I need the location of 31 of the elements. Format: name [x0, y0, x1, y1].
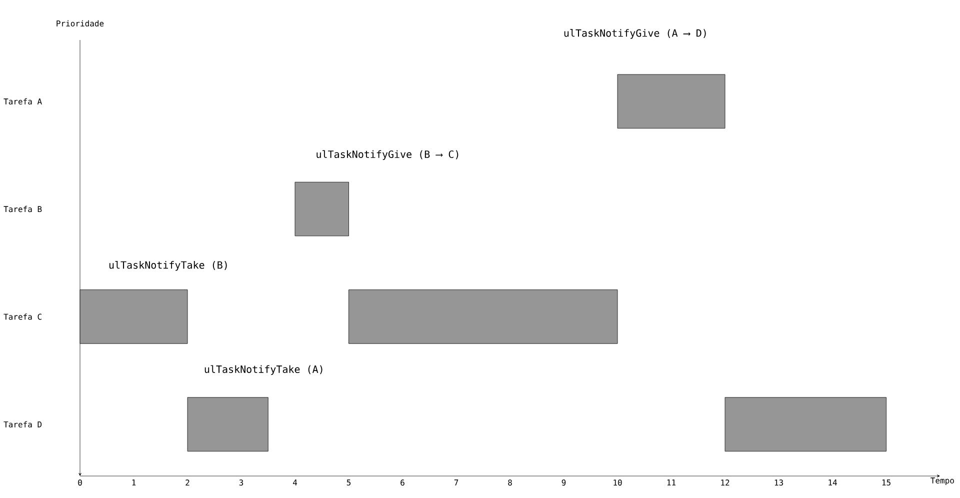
x-axis-title: Tempo — [930, 478, 954, 486]
x-tick-label: 8 — [508, 480, 512, 486]
bar — [294, 182, 349, 236]
y-axis-title: Prioridade — [56, 20, 104, 26]
x-tick-label: 14 — [828, 480, 837, 486]
x-tick-label: 13 — [774, 480, 783, 486]
x-tick-label: 9 — [562, 480, 566, 486]
bar — [348, 290, 618, 344]
annotation: ulTaskNotifyTake (B) — [109, 260, 227, 271]
bar — [724, 397, 886, 452]
x-tick-label: 3 — [239, 480, 244, 486]
x-tick-label: 2 — [186, 480, 190, 486]
y-tick-label: Tarefa A — [4, 98, 42, 104]
annotation: ulTaskNotifyTake (A) — [204, 365, 322, 375]
x-tick-label: 11 — [667, 480, 676, 486]
y-tick-label: Tarefa B — [4, 206, 42, 212]
y-tick-label: Tarefa D — [4, 421, 42, 428]
x-tick-label: 4 — [292, 480, 298, 486]
annotation: ulTaskNotifyGive (B ⟶ C) — [316, 150, 458, 160]
bar — [617, 74, 726, 128]
x-tick-label: 1 — [132, 480, 136, 486]
x-tick-label: 6 — [400, 480, 404, 486]
x-tick-label: 0 — [78, 480, 82, 486]
x-tick-label: 7 — [454, 480, 458, 486]
x-tick-label: 12 — [721, 480, 730, 486]
x-tick-label: 10 — [614, 480, 622, 486]
y-tick-label: Tarefa C — [4, 314, 42, 320]
bar — [187, 397, 268, 452]
text: ulTaskNotifyGive (A ⟶ D) — [564, 29, 706, 39]
x-tick-label: 5 — [346, 480, 351, 486]
x-tick-label: 15 — [882, 480, 890, 486]
